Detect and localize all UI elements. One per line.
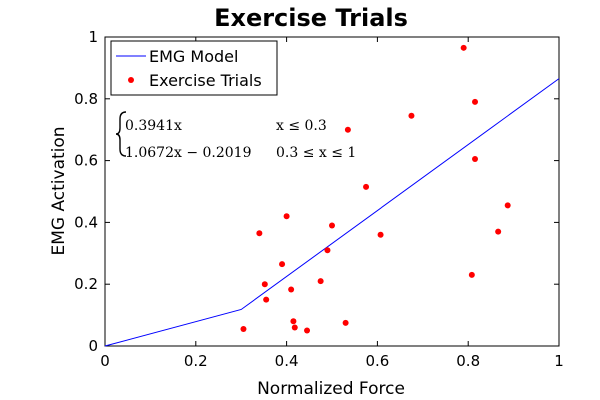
exercise-trial-point <box>261 281 268 288</box>
axes-frame <box>104 36 560 347</box>
y-tick-label: 0.2 <box>74 275 98 293</box>
exercise-trial-point <box>468 271 475 278</box>
x-tick-label: 0.2 <box>184 352 208 370</box>
y-tick-label: 1 <box>88 28 98 46</box>
exercise-trial-point <box>288 286 295 293</box>
exercise-trial-point <box>495 228 502 235</box>
exercise-trial-point <box>240 326 247 333</box>
plot-area: 0 0.2 0.4 0.6 0.8 1 0 0.2 0.4 0.6 0.8 1 <box>74 28 564 370</box>
exercise-trial-point <box>279 261 286 268</box>
exercise-trial-point <box>256 230 263 237</box>
equation-case-2-expression: 1.0672x − 0.2019 <box>125 145 252 161</box>
exercise-trial-point <box>329 222 335 229</box>
exercise-trial-point <box>290 318 297 325</box>
legend: EMG Model Exercise Trials <box>110 40 278 96</box>
y-tick-label: 0.8 <box>74 90 98 108</box>
legend-label-exercise-trials: Exercise Trials <box>149 71 262 90</box>
x-tick-label: 0 <box>100 352 110 370</box>
y-tick-label: 0 <box>88 337 98 355</box>
exercise-trial-point <box>317 278 324 285</box>
x-axis-label: Normalized Force <box>257 379 405 399</box>
exercise-trial-point <box>472 98 479 105</box>
x-tick-label: 1 <box>554 352 564 370</box>
exercise-trial-point <box>472 156 479 163</box>
x-tick-label: 0.6 <box>365 352 389 370</box>
exercise-trial-point <box>324 247 331 254</box>
exercise-trial-point <box>344 126 351 133</box>
exercise-trial-point <box>460 44 467 51</box>
y-axis-label: EMG Activation <box>49 126 69 255</box>
y-tick-label: 0.6 <box>74 152 98 170</box>
equation-brace <box>115 111 127 157</box>
legend-label-emg-model: EMG Model <box>149 47 238 66</box>
exercise-trial-point <box>304 327 311 334</box>
x-tick-label: 0.8 <box>456 352 480 370</box>
y-tick-label: 0.4 <box>74 213 98 231</box>
equation-case-1-condition: x ≤ 0.3 <box>276 118 327 134</box>
piecewise-equation-annotation: 0.3941x x ≤ 0.3 1.0672x − 0.2019 0.3 ≤ x… <box>115 111 356 161</box>
exercise-trial-point <box>363 183 370 190</box>
exercise-trial-point <box>408 112 415 119</box>
exercise-trial-point <box>263 296 270 303</box>
equation-case-1-expression: 0.3941x <box>125 118 182 134</box>
legend-box <box>110 40 278 96</box>
exercise-trial-point <box>291 324 298 331</box>
exercise-trial-point <box>283 213 290 220</box>
x-tick-label: 0.4 <box>275 352 299 370</box>
exercise-trial-point <box>504 202 511 209</box>
chart-title: Exercise Trials <box>214 4 408 32</box>
exercise-trial-point <box>377 231 384 238</box>
emg-model-line <box>104 78 560 347</box>
exercise-trial-point <box>342 319 349 326</box>
equation-case-2-condition: 0.3 ≤ x ≤ 1 <box>276 145 356 161</box>
legend-marker-exercise-trials <box>128 77 134 83</box>
